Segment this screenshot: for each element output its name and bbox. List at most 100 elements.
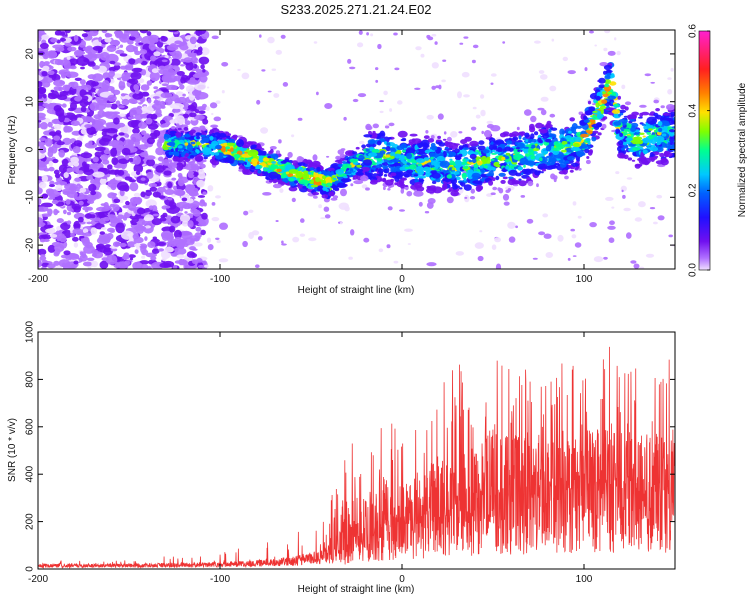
heatmap-cell — [423, 135, 430, 140]
heatmap-cell — [357, 168, 364, 173]
snr-y-axis-label: SNR (10 * v/v) — [7, 418, 18, 482]
heatmap-cell — [38, 181, 47, 189]
heatmap-cell — [458, 131, 463, 134]
heatmap-cell — [47, 121, 53, 128]
heatmap-cell — [94, 53, 104, 59]
heatmap-cell — [646, 116, 658, 125]
heatmap-cell — [614, 37, 617, 41]
heatmap-cell — [211, 35, 219, 40]
heatmap-cell — [305, 159, 313, 164]
heatmap-cell — [62, 189, 70, 194]
heatmap-cell — [73, 223, 81, 228]
heatmap-cell — [237, 68, 241, 71]
heatmap-cell — [174, 237, 182, 242]
heatmap-cell — [415, 46, 422, 51]
heatmap-cell — [495, 175, 500, 181]
heatmap-cell — [609, 81, 617, 86]
heatmap-cell — [39, 122, 48, 130]
heatmap-cell — [623, 128, 630, 132]
heatmap-cell — [452, 152, 457, 156]
heatmap-cell — [571, 123, 578, 130]
heatmap-cell — [517, 149, 521, 152]
heatmap-cell — [387, 137, 392, 140]
heatmap-cell — [99, 231, 106, 235]
heatmap-cell — [436, 139, 442, 142]
heatmap-cell — [141, 91, 149, 97]
heatmap-cell — [185, 61, 194, 71]
heatmap-cell — [585, 137, 591, 142]
heatmap-cell — [247, 149, 259, 157]
heatmap-cell — [441, 79, 446, 83]
heatmap-cell — [427, 138, 435, 143]
heatmap-cell — [498, 172, 506, 177]
heatmap-cell — [564, 160, 570, 164]
heatmap-cell — [85, 206, 93, 211]
snr-y-tick-label: 600 — [25, 418, 36, 435]
heatmap-cell — [81, 251, 87, 259]
heatmap-cell — [196, 258, 203, 263]
heatmap-cell — [38, 141, 46, 147]
heatmap-cell — [472, 44, 479, 49]
heatmap-cell — [491, 244, 497, 250]
heatmap-cell — [518, 180, 527, 187]
heatmap-cell — [134, 249, 139, 255]
heatmap-cell — [485, 173, 494, 177]
heatmap-cell — [133, 192, 141, 198]
heatmap-cell — [584, 148, 590, 154]
heatmap-cell — [73, 49, 84, 57]
heatmap-cell — [446, 174, 452, 179]
heatmap-cell — [659, 152, 665, 158]
heatmap-cell — [104, 103, 112, 108]
heatmap-cell — [161, 83, 169, 87]
heatmap-cell — [648, 128, 653, 131]
heatmap-cell — [467, 172, 473, 177]
heatmap-cell — [549, 156, 557, 162]
heatmap-cell — [109, 229, 115, 233]
heatmap-cell — [53, 260, 60, 266]
heatmap-cell — [539, 157, 543, 162]
heatmap-cell — [191, 248, 198, 251]
heatmap-cell — [389, 147, 396, 151]
heatmap-cell — [48, 166, 55, 172]
heatmap-cell — [423, 157, 430, 161]
heatmap-cell — [49, 184, 55, 188]
snr-frame — [37, 331, 676, 570]
heatmap-cell — [53, 105, 62, 112]
heatmap-cell — [146, 158, 156, 167]
heatmap-cell — [209, 102, 218, 109]
heatmap-cell — [62, 84, 71, 92]
heatmap-cell — [453, 143, 460, 146]
heatmap-cell — [288, 177, 295, 182]
heatmap-cell — [593, 256, 604, 263]
heatmap-cell — [385, 179, 394, 186]
heatmap-cell — [591, 123, 602, 128]
heatmap-cell — [624, 101, 632, 106]
heatmap-cell — [171, 177, 177, 181]
heatmap-x-tick-label: 0 — [399, 274, 405, 285]
heatmap-cell — [639, 104, 647, 108]
heatmap-cell — [175, 131, 182, 138]
heatmap-cell — [607, 95, 617, 100]
heatmap-cell — [112, 241, 121, 247]
heatmap-cell — [427, 187, 437, 191]
heatmap-cell — [598, 77, 606, 84]
heatmap-cell — [553, 141, 559, 146]
heatmap-cell — [105, 254, 118, 265]
heatmap-cell — [196, 135, 200, 140]
heatmap-cell — [524, 109, 532, 116]
heatmap-cell — [469, 196, 476, 200]
heatmap-cell — [642, 137, 650, 144]
heatmap-cell — [627, 157, 633, 161]
heatmap-cell — [611, 206, 615, 209]
heatmap-cell — [437, 169, 440, 172]
heatmap-cell — [518, 135, 522, 140]
heatmap-cell — [619, 132, 623, 137]
heatmap-cell — [350, 183, 354, 187]
heatmap-cell — [257, 169, 262, 174]
heatmap-cell — [474, 242, 484, 249]
heatmap-cell — [214, 152, 220, 156]
heatmap-cell — [490, 73, 497, 77]
heatmap-cell — [653, 136, 658, 141]
heatmap-cell — [574, 242, 582, 248]
heatmap-cell — [660, 158, 669, 166]
